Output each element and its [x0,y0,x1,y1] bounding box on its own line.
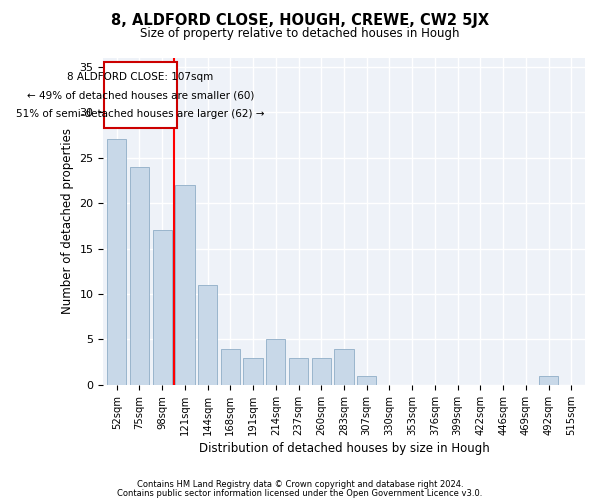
Bar [198,285,217,385]
Bar [152,230,172,385]
X-axis label: Distribution of detached houses by size in Hough: Distribution of detached houses by size … [199,442,490,455]
Text: 8 ALDFORD CLOSE: 107sqm: 8 ALDFORD CLOSE: 107sqm [67,72,214,82]
Text: Contains public sector information licensed under the Open Government Licence v3: Contains public sector information licen… [118,488,482,498]
Bar [334,348,353,385]
Bar [311,358,331,385]
Bar [107,140,127,385]
Bar [357,376,376,385]
Bar [175,185,194,385]
Bar [221,348,240,385]
Text: 8, ALDFORD CLOSE, HOUGH, CREWE, CW2 5JX: 8, ALDFORD CLOSE, HOUGH, CREWE, CW2 5JX [111,12,489,28]
Text: 51% of semi-detached houses are larger (62) →: 51% of semi-detached houses are larger (… [16,109,265,119]
Bar [104,62,177,128]
Bar [266,340,286,385]
Text: Size of property relative to detached houses in Hough: Size of property relative to detached ho… [140,28,460,40]
Bar [539,376,558,385]
Y-axis label: Number of detached properties: Number of detached properties [61,128,74,314]
Text: Contains HM Land Registry data © Crown copyright and database right 2024.: Contains HM Land Registry data © Crown c… [137,480,463,489]
Bar [244,358,263,385]
Bar [130,166,149,385]
Bar [289,358,308,385]
Text: ← 49% of detached houses are smaller (60): ← 49% of detached houses are smaller (60… [27,90,254,100]
